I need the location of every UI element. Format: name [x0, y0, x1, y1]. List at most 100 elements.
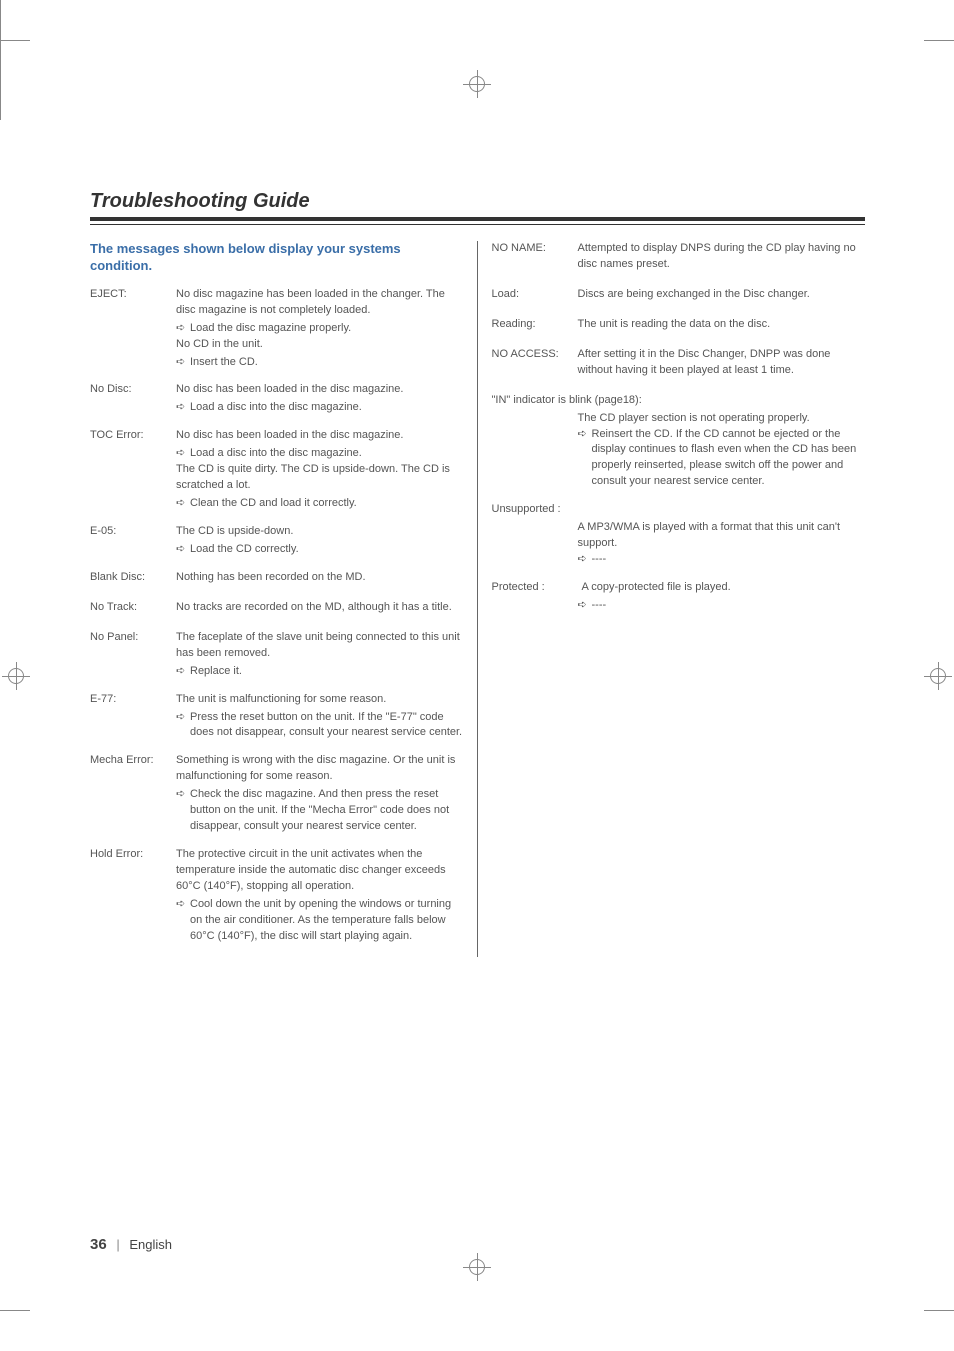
def-text: A MP3/WMA is played with a format that t… [578, 520, 866, 552]
entry-in-indicator: "IN" indicator is blink (page18): The CD… [492, 393, 866, 491]
definition: A copy-protected file is played. ➪---- [578, 580, 866, 614]
left-column: The messages shown below display your sy… [90, 241, 478, 957]
arrow-icon: ➪ [176, 710, 190, 726]
crop-mark [0, 90, 1, 120]
arrow-icon: ➪ [176, 446, 190, 462]
term: E-05: [90, 524, 176, 558]
def-text: The faceplate of the slave unit being co… [176, 630, 463, 662]
footer-separator: | [116, 1237, 119, 1252]
term: Mecha Error: [90, 753, 176, 835]
sub-text: Press the reset button on the unit. If t… [190, 710, 463, 742]
definition: The unit is reading the data on the disc… [578, 317, 866, 335]
entry-no-track: No Track: No tracks are recorded on the … [90, 600, 463, 618]
term: TOC Error: [90, 428, 176, 512]
arrow-icon: ➪ [176, 400, 190, 416]
def-text: The CD player section is not operating p… [578, 411, 866, 427]
entry-blank-disc: Blank Disc: Nothing has been recorded on… [90, 570, 463, 588]
sub-text: Insert the CD. [190, 355, 463, 371]
def-text: The unit is reading the data on the disc… [578, 317, 866, 333]
term: Hold Error: [90, 847, 176, 945]
term: Protected : [492, 580, 578, 614]
def-text: Attempted to display DNPS during the CD … [578, 241, 866, 273]
definition: Something is wrong with the disc magazin… [176, 753, 463, 835]
def-text: The CD is upside-down. [176, 524, 463, 540]
def-text: Nothing has been recorded on the MD. [176, 570, 463, 586]
term: Blank Disc: [90, 570, 176, 588]
arrow-icon: ➪ [176, 664, 190, 680]
two-column-layout: The messages shown below display your sy… [90, 241, 865, 957]
crop-mark [0, 0, 1, 30]
crop-mark [0, 40, 30, 41]
entry-unsupported: Unsupported : A MP3/WMA is played with a… [492, 502, 866, 568]
arrow-icon: ➪ [176, 542, 190, 558]
definition: The faceplate of the slave unit being co… [176, 630, 463, 680]
term: Reading: [492, 317, 578, 335]
definition: The unit is malfunctioning for some reas… [176, 692, 463, 742]
arrow-icon: ➪ [578, 427, 592, 443]
def-text: The protective circuit in the unit activ… [176, 847, 463, 895]
definition: Discs are being exchanged in the Disc ch… [578, 287, 866, 305]
entry-load: Load: Discs are being exchanged in the D… [492, 287, 866, 305]
term: No Track: [90, 600, 176, 618]
term: NO NAME: [492, 241, 578, 275]
definition: The CD is upside-down. ➪Load the CD corr… [176, 524, 463, 558]
register-mark-left [2, 662, 30, 690]
sub-text: Cool down the unit by opening the window… [190, 897, 463, 945]
sub-text: Clean the CD and load it correctly. [190, 496, 463, 512]
register-mark-right [924, 662, 952, 690]
crop-mark [0, 1310, 30, 1311]
entry-no-access: NO ACCESS: After setting it in the Disc … [492, 347, 866, 381]
definition: Attempted to display DNPS during the CD … [578, 241, 866, 275]
entry-hold-error: Hold Error: The protective circuit in th… [90, 847, 463, 945]
sub-text: Reinsert the CD. If the CD cannot be eje… [592, 427, 866, 491]
register-mark-top [463, 70, 491, 98]
def-text: Discs are being exchanged in the Disc ch… [578, 287, 866, 303]
sub-text: Replace it. [190, 664, 463, 680]
definition: Nothing has been recorded on the MD. [176, 570, 463, 588]
def-text: Something is wrong with the disc magazin… [176, 753, 463, 785]
def-text: The unit is malfunctioning for some reas… [176, 692, 463, 708]
entry-reading: Reading: The unit is reading the data on… [492, 317, 866, 335]
crop-mark [924, 1310, 954, 1311]
page-footer: 36 | English [90, 1236, 172, 1253]
sub-text: Load the CD correctly. [190, 542, 463, 558]
arrow-icon: ➪ [176, 496, 190, 512]
sub-text: Load a disc into the disc magazine. [190, 400, 463, 416]
term: Load: [492, 287, 578, 305]
definition: No disc magazine has been loaded in the … [176, 287, 463, 371]
sub-text: Check the disc magazine. And then press … [190, 787, 463, 835]
section-heading: The messages shown below display your sy… [90, 241, 463, 275]
page-number: 36 [90, 1236, 107, 1253]
sub-text: Load the disc magazine properly. [190, 321, 463, 337]
title-rule-thin [90, 224, 865, 225]
def-text: No CD in the unit. [176, 337, 463, 353]
term: EJECT: [90, 287, 176, 371]
page-title: Troubleshooting Guide [90, 190, 865, 213]
sub-text: ---- [592, 598, 866, 614]
right-column: NO NAME: Attempted to display DNPS durin… [478, 241, 866, 957]
sub-text: Load a disc into the disc magazine. [190, 446, 463, 462]
arrow-icon: ➪ [578, 598, 592, 614]
crop-mark [924, 40, 954, 41]
entry-no-disc: No Disc: No disc has been loaded in the … [90, 382, 463, 416]
arrow-icon: ➪ [578, 552, 592, 568]
crop-mark [0, 30, 1, 60]
definition: No disc has been loaded in the disc maga… [176, 382, 463, 416]
def-text: After setting it in the Disc Changer, DN… [578, 347, 866, 379]
entry-protected: Protected : A copy-protected file is pla… [492, 580, 866, 614]
definition: After setting it in the Disc Changer, DN… [578, 347, 866, 381]
sub-text: ---- [592, 552, 866, 568]
term: Unsupported : [492, 502, 866, 518]
register-mark-bottom [463, 1253, 491, 1281]
term: E-77: [90, 692, 176, 742]
entry-e05: E-05: The CD is upside-down. ➪Load the C… [90, 524, 463, 558]
term: NO ACCESS: [492, 347, 578, 381]
page-content: Troubleshooting Guide The messages shown… [90, 190, 865, 957]
arrow-icon: ➪ [176, 897, 190, 913]
entry-toc-error: TOC Error: No disc has been loaded in th… [90, 428, 463, 512]
term: "IN" indicator is blink (page18): [492, 393, 866, 409]
entry-mecha-error: Mecha Error: Something is wrong with the… [90, 753, 463, 835]
definition: The protective circuit in the unit activ… [176, 847, 463, 945]
def-text: No disc has been loaded in the disc maga… [176, 428, 463, 444]
entry-e77: E-77: The unit is malfunctioning for som… [90, 692, 463, 742]
